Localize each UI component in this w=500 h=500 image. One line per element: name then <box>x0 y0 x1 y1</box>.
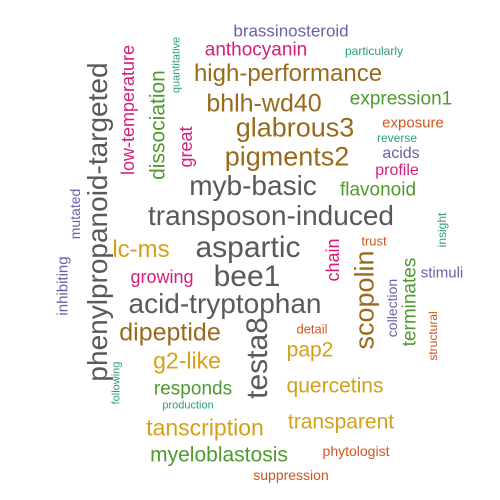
word-acids: acids <box>382 145 420 162</box>
word-following: following <box>110 361 123 405</box>
word-quercetins: quercetins <box>286 374 384 398</box>
word-pap2: pap2 <box>286 338 334 362</box>
word-expression1: expression1 <box>349 88 453 110</box>
word-inhibiting: inhibiting <box>54 256 72 316</box>
word-scopolin: scopolin <box>349 250 380 350</box>
word-tanscription: tanscription <box>146 414 264 441</box>
word-exposure: exposure <box>382 114 444 132</box>
word-profile: profile <box>375 162 419 179</box>
word-brassinosteroid: brassinosteroid <box>233 21 349 41</box>
word-lc-ms: lc-ms <box>112 236 170 263</box>
word-particularly: particularly <box>344 44 404 58</box>
word-g2-like: g2-like <box>153 347 221 374</box>
word-glabrous3: glabrous3 <box>235 112 355 143</box>
word-flavonoid: flavonoid <box>339 179 417 201</box>
word-reverse: reverse <box>376 131 418 145</box>
word-dissociation: dissociation <box>146 70 170 180</box>
word-myeloblastosis: myeloblastosis <box>150 443 288 467</box>
word-aspartic: aspartic <box>195 231 301 264</box>
word-great: great <box>176 126 196 168</box>
word-acid-tryptophan: acid-tryptophan <box>128 288 322 319</box>
word-testa8: testa8 <box>241 317 274 399</box>
word-phytologist: phytologist <box>322 443 390 459</box>
word-bhlh-wd40: bhlh-wd40 <box>206 89 322 118</box>
word-quantitative: quantitative <box>170 36 183 94</box>
word-structural: structural <box>426 311 440 361</box>
word-pigments2: pigments2 <box>224 141 350 172</box>
word-detail: detail <box>296 321 328 337</box>
word-transparent: transparent <box>287 410 395 434</box>
word-collection: collection <box>384 278 400 338</box>
word-myb-basic: myb-basic <box>189 170 317 201</box>
word-production: production <box>162 399 214 412</box>
word-chain: chain <box>323 238 343 282</box>
word-dipeptide: dipeptide <box>119 318 221 347</box>
word-high-performance: high-performance <box>193 60 383 87</box>
word-terminates: terminates <box>399 257 421 347</box>
word-suppression: suppression <box>253 467 329 483</box>
word-bee1: bee1 <box>213 260 281 293</box>
word-mutated: mutated <box>67 188 83 240</box>
word-anthocyanin: anthocyanin <box>204 39 308 61</box>
word-transposon-induced: transposon-induced <box>148 200 394 231</box>
word-trust: trust <box>361 233 387 249</box>
word-stimuli: stimuli <box>420 264 464 282</box>
word-low-temperature: low-temperature <box>118 44 138 176</box>
word-growing: growing <box>130 267 194 287</box>
word-phenylpropanoid-targeted: phenylpropanoid-targeted <box>82 62 113 382</box>
word-insight: insight <box>435 212 449 248</box>
word-responds: responds <box>153 378 233 400</box>
